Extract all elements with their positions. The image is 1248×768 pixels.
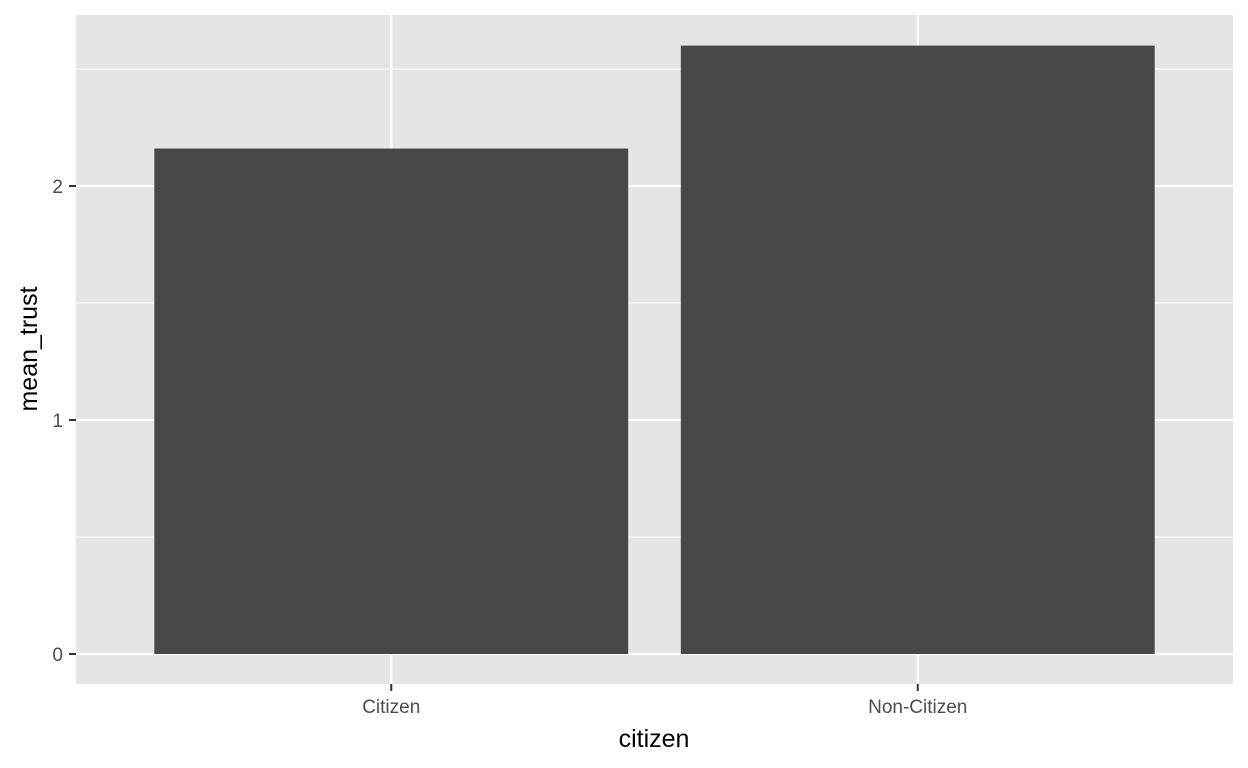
y-tick-label: 0 xyxy=(52,645,63,666)
x-tick-label: Non-Citizen xyxy=(868,697,967,718)
bar-citizen xyxy=(154,148,629,654)
axis-ticks xyxy=(69,185,919,691)
tick-labels: 0 1 2 Citizen Non-Citizen xyxy=(52,177,967,718)
bars xyxy=(154,45,1155,655)
x-axis-title: citizen xyxy=(619,725,690,753)
y-axis-title: mean_trust xyxy=(15,286,43,411)
bar-non-citizen xyxy=(680,45,1155,655)
y-tick-label: 2 xyxy=(52,177,63,198)
y-tick-label: 1 xyxy=(52,411,63,432)
x-tick-label: Citizen xyxy=(362,697,420,718)
